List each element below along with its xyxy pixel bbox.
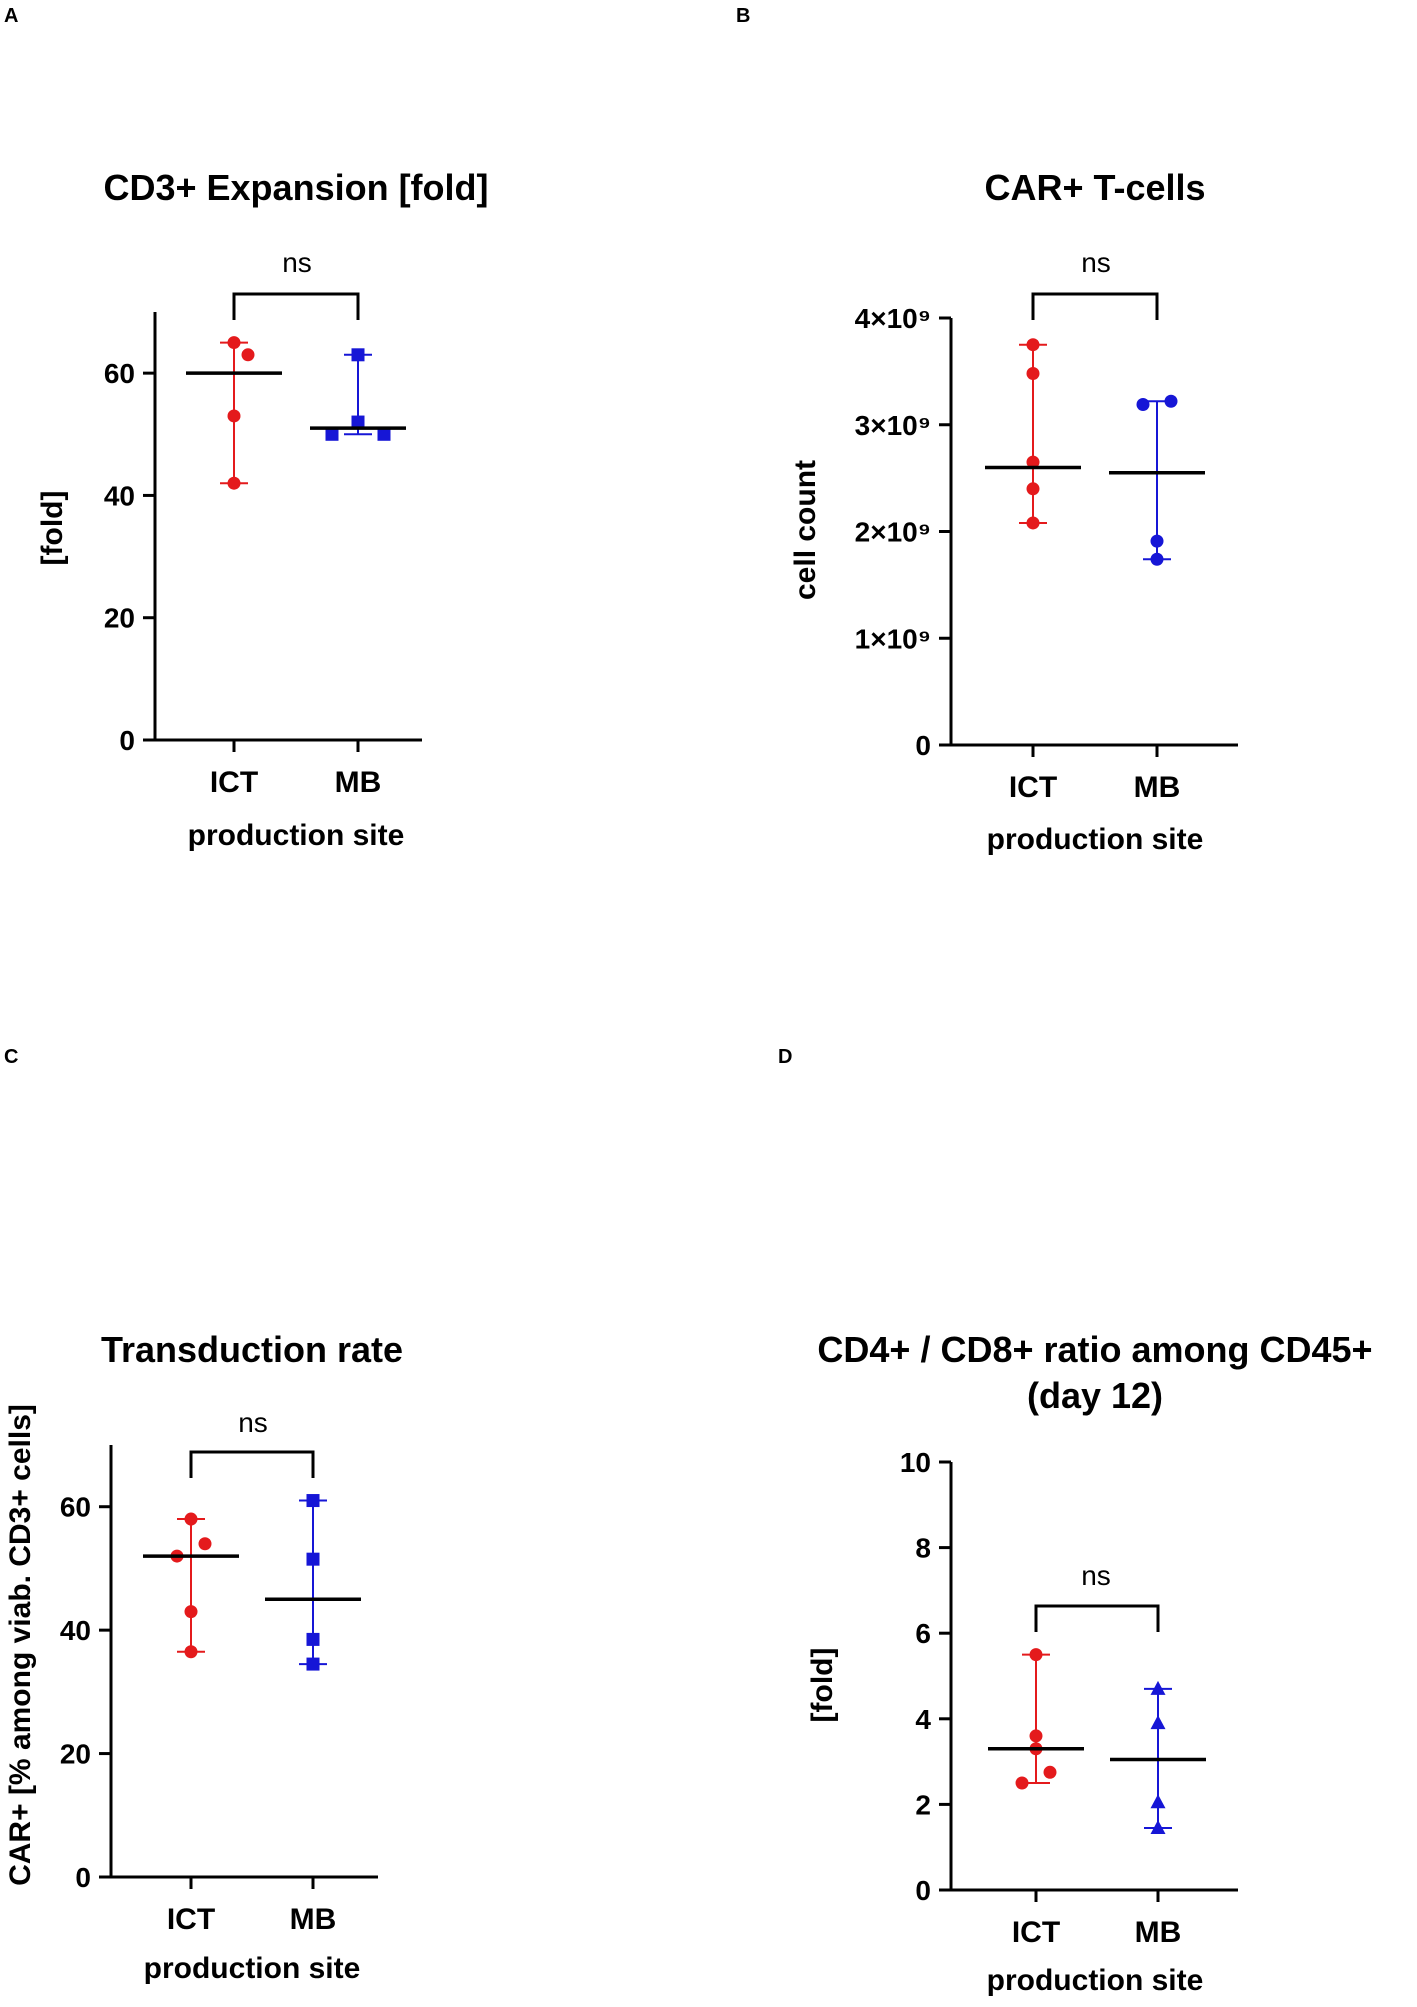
y-tick-label: 3×10⁹ [855, 410, 931, 441]
data-point [306, 1552, 320, 1566]
x-tick-label: MB [335, 766, 382, 799]
data-point [1164, 394, 1178, 408]
x-axis-label-b: production site [987, 823, 1204, 856]
panel-letter-a: A [4, 5, 18, 27]
data-point [1150, 1680, 1166, 1695]
data-point [351, 348, 365, 362]
x-tick-label: MB [1134, 771, 1181, 804]
x-tick-label: ICT [167, 1903, 215, 1936]
y-tick-label: 60 [60, 1492, 91, 1523]
panel-letter-c: C [4, 1046, 18, 1068]
x-axis-label-d: production site [987, 1964, 1204, 1997]
panel-letter-b: B [736, 5, 750, 27]
significance-bracket [189, 1450, 315, 1478]
data-point [1150, 1715, 1166, 1730]
data-point [184, 1605, 198, 1619]
data-point [306, 1657, 320, 1671]
data-point [184, 1512, 198, 1526]
data-point [1136, 397, 1150, 411]
data-point [227, 336, 241, 350]
chart-title-a: CD3+ Expansion [fold] [103, 167, 488, 208]
y-tick-label: 0 [75, 1862, 91, 1893]
significance-label-c: ns [238, 1407, 268, 1438]
chart-title-d: CD4+ / CD8+ ratio among CD45+ [817, 1329, 1372, 1370]
data-point [1150, 1819, 1166, 1834]
y-tick-label: 40 [104, 480, 135, 511]
data-point [1150, 1794, 1166, 1809]
y-tick-label: 2 [915, 1789, 931, 1820]
y-tick-label: 8 [915, 1533, 931, 1564]
data-point [1026, 455, 1040, 469]
data-point [227, 476, 241, 490]
y-axis-label-c: CAR+ [% among viab. CD3+ cells] [4, 1404, 37, 1886]
y-tick-label: 1×10⁹ [855, 623, 931, 654]
y-axis-label-b: cell count [789, 460, 822, 600]
chart-title-b: CAR+ T-cells [984, 167, 1205, 208]
y-tick-label: 0 [915, 1875, 931, 1906]
y-tick-label: 20 [104, 603, 135, 634]
x-tick-label: ICT [210, 766, 258, 799]
data-point [1015, 1776, 1029, 1790]
data-point [184, 1645, 198, 1659]
y-axis-label-a: [fold] [36, 491, 69, 566]
data-point [227, 409, 241, 423]
y-tick-label: 4 [915, 1704, 931, 1735]
x-tick-label: ICT [1012, 1916, 1060, 1949]
significance-label-b: ns [1081, 247, 1111, 278]
data-point [1150, 552, 1164, 566]
panel-letter-d: D [778, 1046, 792, 1068]
x-tick-label: MB [1135, 1916, 1182, 1949]
data-point [1026, 338, 1040, 352]
data-point [1026, 367, 1040, 381]
significance-label-d: ns [1081, 1560, 1111, 1591]
significance-label-a: ns [282, 247, 312, 278]
y-tick-label: 6 [915, 1618, 931, 1649]
x-axis-label-a: production site [188, 819, 405, 852]
y-axis-label-d: [fold] [806, 1648, 839, 1723]
chart-title-d-line2: (day 12) [1027, 1375, 1163, 1416]
y-tick-label: 20 [60, 1739, 91, 1770]
y-tick-label: 0 [119, 725, 135, 756]
data-point [306, 1494, 320, 1508]
data-point [351, 415, 365, 429]
x-tick-label: ICT [1009, 771, 1057, 804]
data-point [1029, 1729, 1043, 1743]
data-point [1150, 534, 1164, 548]
data-point [306, 1632, 320, 1646]
y-tick-label: 4×10⁹ [855, 303, 931, 334]
chart-title-c: Transduction rate [101, 1329, 403, 1370]
y-tick-label: 2×10⁹ [855, 517, 931, 548]
panel-c: C Transduction rate ns production site C… [4, 1046, 403, 1985]
y-tick-label: 40 [60, 1615, 91, 1646]
panel-b: B CAR+ T-cells ns production site cell c… [736, 5, 1238, 856]
y-tick-label: 0 [915, 730, 931, 761]
data-point [198, 1537, 212, 1551]
y-tick-label: 60 [104, 358, 135, 389]
panel-d: D CD4+ / CD8+ ratio among CD45+ (day 12)… [778, 1046, 1373, 1997]
panel-a: A CD3+ Expansion [fold] ns production si… [4, 5, 489, 852]
x-tick-label: MB [290, 1903, 337, 1936]
x-axis-label-c: production site [144, 1952, 361, 1985]
data-point [1043, 1765, 1057, 1779]
data-point [325, 427, 339, 441]
y-tick-label: 10 [900, 1447, 931, 1478]
data-point [241, 348, 255, 362]
significance-bracket [1034, 1604, 1160, 1632]
data-point [377, 427, 391, 441]
data-point [1026, 516, 1040, 530]
data-point [1029, 1648, 1043, 1662]
data-point [1026, 482, 1040, 496]
significance-bracket [232, 292, 360, 320]
significance-bracket [1031, 292, 1159, 320]
